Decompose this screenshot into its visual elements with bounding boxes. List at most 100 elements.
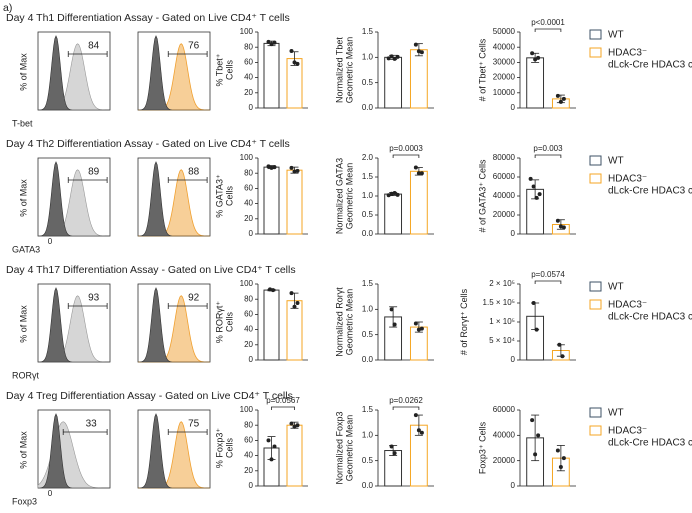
point — [558, 99, 563, 104]
bar — [409, 170, 428, 235]
flow-control — [138, 35, 210, 111]
y-axis-label: % Tbet⁺ — [215, 53, 225, 86]
legend-swatch — [589, 173, 602, 184]
y-tick-label: 1.5 — [362, 405, 374, 414]
y-tick-label: 0.5 — [362, 456, 374, 465]
point — [292, 169, 297, 174]
bar — [286, 300, 303, 361]
point — [266, 164, 271, 169]
y-axis-label: % Foxp3⁺ — [215, 428, 225, 469]
point — [419, 50, 424, 55]
flow-y-label: % of Max — [18, 179, 28, 217]
y-tick-label: 20000 — [493, 73, 516, 82]
point — [530, 418, 535, 423]
y-tick-label: 5 × 10⁴ — [489, 336, 515, 345]
point — [272, 444, 277, 449]
y-tick-label: 2.0 — [362, 153, 374, 162]
gate-value: 93 — [88, 293, 100, 304]
legend-label: HDAC3⁻ — [608, 48, 647, 59]
p-value: p=0.0574 — [531, 270, 565, 279]
y-tick-label: 0 — [249, 229, 254, 238]
bar — [384, 56, 403, 109]
y-axis-label: % RORγt⁺ — [215, 301, 225, 344]
significance-bracket — [392, 406, 420, 410]
legend-label: dLck-Cre HDAC3 cKO — [608, 60, 692, 71]
point — [272, 40, 277, 45]
y-tick-label: 0.0 — [362, 481, 374, 490]
row-title: Day 4 Th2 Differentiation Assay - Gated … — [6, 138, 290, 150]
y-tick-label: 0.5 — [362, 210, 374, 219]
gate-value: 92 — [188, 293, 200, 304]
legend-label: WT — [608, 408, 624, 419]
y-tick-label: 2 × 10⁵ — [489, 279, 515, 288]
y-tick-label: 0 — [511, 103, 516, 112]
flow-control — [138, 413, 210, 489]
y-tick-label: 60000 — [493, 405, 516, 414]
flow-control — [38, 161, 110, 237]
y-axis-label: Cells — [225, 312, 235, 333]
y-axis-label: Geometric Mean — [345, 289, 355, 356]
y-tick-label: 0.5 — [362, 78, 374, 87]
y-tick-label: 1.0 — [362, 52, 374, 61]
point — [295, 423, 300, 428]
y-tick-label: 0 — [249, 103, 254, 112]
bar — [286, 169, 303, 235]
point — [389, 191, 394, 196]
y-axis-label: % GATA3⁺ — [215, 174, 225, 218]
y-tick-label: 30000 — [493, 58, 516, 67]
point — [416, 428, 421, 433]
significance-bracket — [534, 154, 562, 158]
flow-y-label: % of Max — [18, 53, 28, 91]
y-axis-label: Cells — [225, 186, 235, 207]
legend-swatch — [589, 281, 602, 292]
point — [289, 165, 294, 170]
legend-swatch — [589, 299, 602, 310]
gate-value: 88 — [188, 167, 200, 178]
significance-bracket — [392, 154, 420, 158]
point — [557, 342, 562, 347]
y-axis-label: Normalized GATA3 — [335, 158, 345, 234]
point — [537, 192, 542, 197]
y-tick-label: 80000 — [493, 153, 516, 162]
bar — [286, 58, 303, 109]
point — [266, 438, 271, 443]
gate-value: 89 — [88, 167, 100, 178]
flow-control — [38, 413, 110, 489]
y-tick-label: 1 × 10⁵ — [489, 317, 515, 326]
flow-control — [38, 35, 110, 111]
y-tick-label: 80 — [244, 294, 253, 303]
y-tick-label: 40 — [244, 325, 253, 334]
y-axis-label: Normalized Rorγt — [335, 287, 345, 357]
y-tick-label: 1.0 — [362, 304, 374, 313]
y-tick-label: 40 — [244, 451, 253, 460]
y-axis-label: Geometric Mean — [345, 37, 355, 104]
y-tick-label: 1.5 — [362, 27, 374, 36]
point — [536, 55, 541, 60]
y-tick-label: 60 — [244, 310, 253, 319]
y-tick-label: 80 — [244, 420, 253, 429]
y-tick-label: 0.0 — [362, 103, 374, 112]
p-value: p=0.003 — [533, 144, 563, 153]
y-tick-label: 40 — [244, 73, 253, 82]
y-tick-label: 0 — [511, 229, 516, 238]
point — [419, 430, 424, 435]
row-title: Day 4 Treg Differentiation Assay - Gated… — [6, 390, 293, 402]
bar — [409, 49, 428, 109]
y-axis-label: Geometric Mean — [345, 163, 355, 230]
bar — [263, 42, 280, 109]
legend-label: dLck-Cre HDAC3 cKO — [608, 312, 692, 323]
point — [272, 165, 277, 170]
flow-control — [138, 287, 210, 363]
y-axis-label: Foxp3⁺ Cells — [477, 421, 487, 474]
point — [555, 448, 560, 453]
y-tick-label: 20 — [244, 88, 253, 97]
row-title: Day 4 Th1 Differentiation Assay - Gated … — [6, 12, 290, 24]
point — [536, 433, 541, 438]
point — [413, 321, 418, 326]
y-tick-label: 40 — [244, 199, 253, 208]
y-tick-label: 80 — [244, 168, 253, 177]
point — [558, 465, 563, 469]
point — [392, 56, 397, 61]
y-tick-label: 1.0 — [362, 191, 374, 200]
y-tick-label: 0.5 — [362, 330, 374, 339]
